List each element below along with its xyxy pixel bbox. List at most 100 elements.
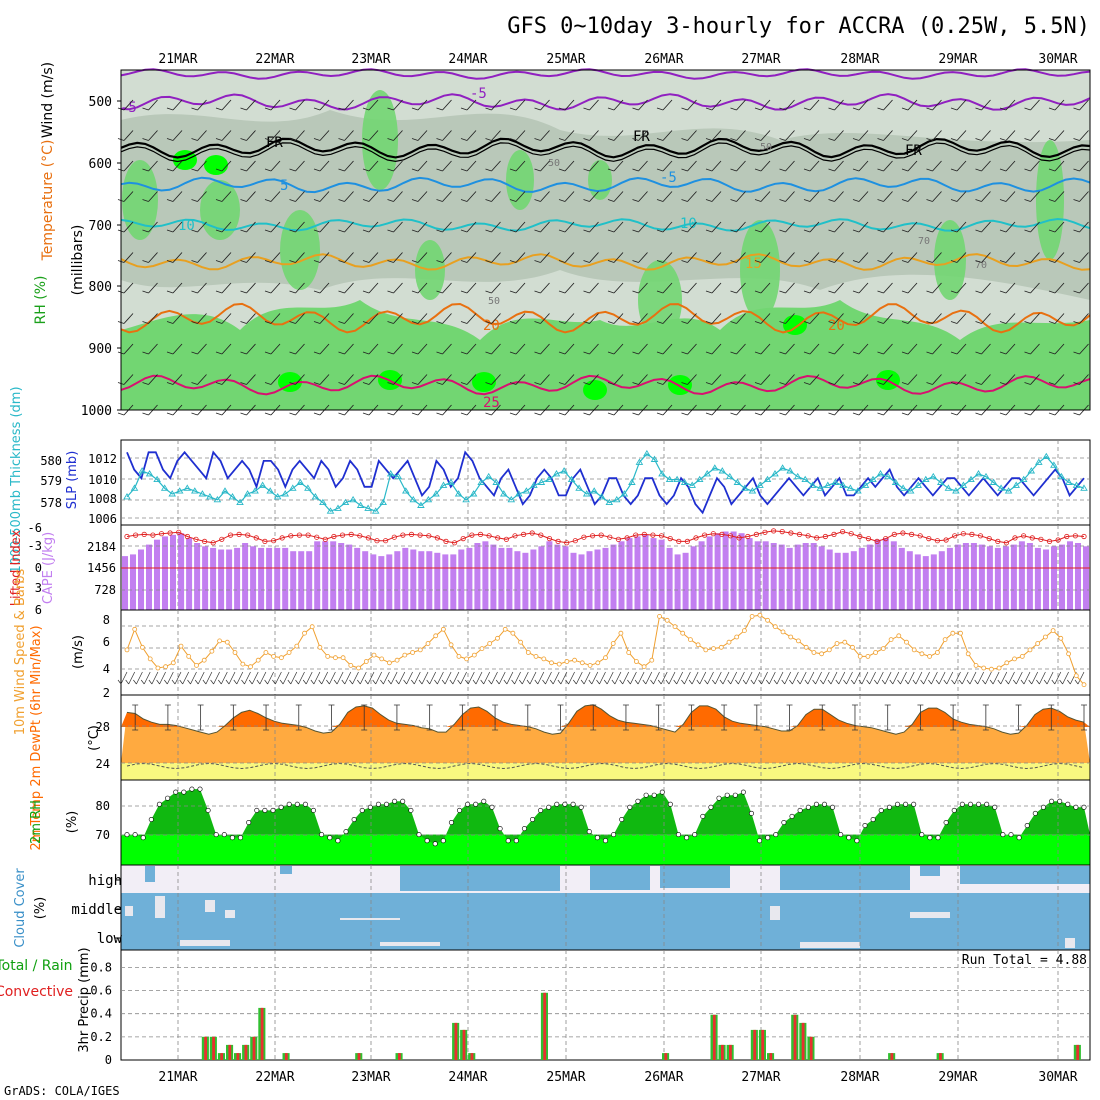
upper-wind-barb	[387, 99, 403, 111]
li-point	[667, 535, 673, 542]
wind10-barb	[704, 671, 714, 685]
thickness-point	[613, 495, 621, 503]
li-point	[1064, 533, 1070, 540]
upper-wind-barb	[436, 374, 452, 385]
wind10-point	[332, 655, 338, 661]
upper-wind-barb	[166, 282, 183, 294]
precip-convective-bar	[212, 1036, 215, 1060]
rh2m-point	[124, 832, 130, 838]
thickness-point	[258, 481, 267, 488]
upper-wind-barb	[215, 313, 232, 324]
precip-convective-bar	[357, 1053, 361, 1060]
thickness-point	[1057, 472, 1066, 480]
isotherm-25	[120, 374, 1091, 396]
upper-wind-barb	[926, 99, 942, 111]
upper-wind-barb	[828, 252, 844, 263]
pressure-tick: 900	[89, 342, 112, 357]
wind10-point	[734, 634, 740, 640]
thickness-point	[869, 475, 877, 483]
wind10-point	[826, 647, 832, 653]
rh2m-point	[302, 801, 308, 807]
wind10-point	[664, 617, 670, 623]
upper-wind-barb	[1024, 282, 1040, 294]
wind10-barb	[928, 671, 938, 685]
wind10-point	[896, 633, 902, 639]
upper-wind-barb	[656, 313, 673, 324]
cape-bar	[882, 538, 889, 610]
rh2m-point	[529, 816, 535, 822]
upper-wind-barb	[509, 221, 526, 233]
upper-wind-barb	[730, 160, 746, 172]
upper-wind-barb	[999, 313, 1016, 324]
rh2m-point	[919, 832, 925, 838]
upper-wind-barb	[730, 343, 746, 355]
precip-convective-bar	[204, 1036, 207, 1060]
wind10-barb	[418, 671, 429, 685]
wind10-point	[510, 630, 516, 636]
upper-wind-barb	[779, 160, 795, 172]
upper-wind-barb	[387, 343, 403, 355]
cape-bar	[570, 552, 577, 610]
wind10-point	[124, 647, 130, 653]
cloud-high-block	[145, 866, 155, 882]
upper-wind-barb	[901, 221, 918, 233]
wind10-barb	[287, 671, 298, 685]
rh2m-point	[521, 826, 527, 832]
rh2m-point	[1000, 832, 1006, 838]
upper-wind-barb	[607, 282, 624, 294]
thickness-point	[1072, 481, 1081, 488]
cape-bar	[866, 544, 873, 610]
upper-wind-barb	[656, 160, 673, 172]
date-label-bottom: 22MAR	[255, 1070, 294, 1085]
upper-air-frame	[120, 69, 1091, 411]
li-point	[969, 531, 975, 538]
rh2m-point	[959, 801, 965, 807]
thickness-point	[824, 481, 832, 488]
thickness-point	[552, 470, 561, 477]
thickness-point	[748, 487, 757, 494]
rh-blob	[934, 220, 966, 300]
li-point	[305, 532, 311, 538]
wind10-point	[996, 665, 1002, 671]
li-point	[382, 538, 389, 544]
upper-wind-barb	[215, 252, 232, 263]
upper-wind-barb	[877, 343, 893, 355]
wind10-barb	[364, 671, 375, 685]
slp-series-line	[126, 450, 1085, 515]
rh2m-point	[976, 801, 982, 807]
rh2m-point	[821, 801, 827, 807]
cloud-high-block	[960, 866, 1090, 884]
upper-wind-barb	[999, 160, 1016, 172]
upper-wind-barb	[142, 343, 158, 355]
wind10-barb	[912, 671, 923, 685]
cloud-gap-block	[1065, 938, 1075, 948]
thickness-point	[439, 481, 448, 488]
thickness-point	[967, 475, 975, 483]
upper-wind-barb	[264, 160, 281, 172]
upper-wind-barb	[534, 282, 550, 294]
li-point	[693, 535, 699, 541]
wind10-point	[572, 657, 577, 663]
wind10-barb	[1043, 671, 1054, 685]
wind10-barb	[688, 671, 699, 685]
isotherm-label: 20	[483, 318, 500, 334]
cape-bar	[858, 547, 865, 610]
wind10-barb	[573, 671, 583, 685]
cape-bar	[658, 539, 665, 610]
rh2m-point	[165, 795, 171, 801]
temp-max-fill	[121, 704, 1090, 727]
cape-bar	[386, 554, 393, 610]
upper-wind-barb	[460, 374, 477, 385]
thickness-point	[718, 467, 727, 474]
upper-wind-barb	[240, 130, 256, 141]
rh2m-point	[1016, 835, 1022, 841]
upper-wind-barb	[926, 252, 942, 263]
cape-bar	[850, 551, 857, 610]
cape-bar	[474, 543, 481, 610]
thickness-tick: 578	[40, 496, 62, 510]
temp-minmax-bar	[459, 704, 466, 731]
li-point	[227, 532, 234, 538]
wind10-barb	[673, 671, 684, 685]
wind10-barb	[827, 671, 838, 685]
wind10-point	[657, 614, 662, 619]
